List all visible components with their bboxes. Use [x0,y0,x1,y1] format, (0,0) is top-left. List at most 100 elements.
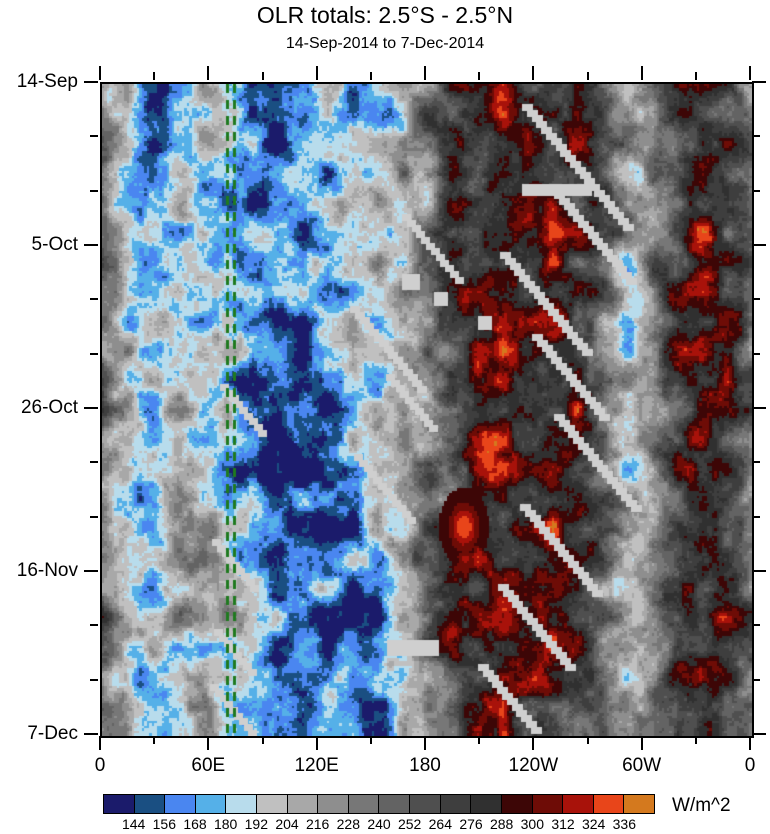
x-major-tick [640,66,643,80]
x-major-tick [207,66,210,80]
colorbar-swatch [532,795,564,813]
y-minor-tick [752,678,760,681]
y-major-tick [752,81,766,83]
colorbar-swatch [563,795,594,813]
y-minor-tick [90,352,98,355]
colorbar-swatch [226,795,258,813]
colorbar-swatch [104,795,135,813]
x-major-tick [424,736,426,750]
y-major-tick [84,733,98,735]
colorbar-tick-label: 216 [305,816,330,832]
x-major-tick [532,736,535,750]
x-minor-tick [261,736,264,744]
y-minor-tick [90,678,98,681]
colorbar-tick-label: 144 [121,816,146,832]
colorbar-swatch [440,795,472,813]
colorbar-tick-label: 336 [612,816,637,832]
y-minor-tick [90,461,98,464]
x-major-tick [424,66,426,80]
x-minor-tick [694,736,697,744]
colorbar-swatch [287,795,319,813]
colorbar-swatch [195,795,227,813]
y-axis-label: 26-Oct [20,397,78,418]
colorbar-tick-label: 228 [336,816,361,832]
x-minor-tick [694,72,697,80]
y-minor-tick [752,515,760,518]
colorbar-swatch [257,795,288,813]
page-subtitle: 14-Sep-2014 to 7-Dec-2014 [285,35,485,52]
y-major-tick [84,244,98,246]
colorbar-swatch [471,795,502,813]
y-minor-tick [752,135,760,138]
colorbar-tick-label: 168 [183,816,207,832]
colorbar-swatch [624,795,654,813]
y-minor-tick [752,189,760,192]
colorbar-tick-label: 288 [489,816,514,832]
y-minor-tick [90,298,98,301]
y-major-tick [752,570,766,572]
x-minor-tick [478,736,481,744]
x-minor-tick [369,736,372,744]
colorbar-tick-label: 240 [367,816,391,832]
x-minor-tick [586,72,589,80]
y-minor-tick [752,298,760,301]
page-title: OLR totals: 2.5°S - 2.5°N [256,2,514,28]
colorbar-swatch [348,795,380,813]
colorbar-tick-label: 204 [275,816,299,832]
colorbar-swatch [318,795,349,813]
y-axis-label: 5-Oct [31,234,78,255]
x-axis-label: 120E [294,755,339,776]
colorbar-tick-label: 264 [428,816,453,832]
colorbar-tick-label: 252 [397,816,422,832]
x-axis-label: 120W [508,755,559,776]
colorbar [103,794,655,814]
y-minor-tick [90,189,98,192]
x-major-tick [315,736,318,750]
colorbar-tick-label: 300 [520,816,545,832]
y-minor-tick [752,624,760,627]
y-minor-tick [90,515,98,518]
x-major-tick [532,66,535,80]
colorbar-swatch [134,795,166,813]
x-major-tick [99,66,101,80]
x-minor-tick [153,736,156,744]
colorbar-tick-label: 192 [244,816,269,832]
x-major-tick [749,736,751,750]
x-axis-label: 180 [409,755,441,776]
y-major-tick [84,407,98,409]
x-axis-label: 60E [191,755,226,776]
x-major-tick [749,66,751,80]
y-minor-tick [90,135,98,138]
y-axis-label: 7-Dec [27,723,78,744]
x-minor-tick [261,72,264,80]
x-major-tick [640,736,643,750]
olr-heatmap-canvas [102,84,752,736]
colorbar-tick-label: 180 [213,816,238,832]
plot-area [100,82,754,738]
y-major-tick [752,407,766,409]
y-minor-tick [90,624,98,627]
colorbar-swatch [593,795,625,813]
colorbar-swatch [501,795,533,813]
x-axis-label: 60W [622,755,662,776]
x-axis-label: 0 [94,755,106,776]
colorbar-swatch [379,795,411,813]
colorbar-swatch [410,795,441,813]
colorbar-swatch [165,795,196,813]
colorbar-tick-label: 324 [581,816,606,832]
y-major-tick [84,81,98,83]
y-minor-tick [752,352,760,355]
x-major-tick [207,736,210,750]
colorbar-tick-label: 156 [152,816,177,832]
x-minor-tick [478,72,481,80]
y-axis-label: 14-Sep [16,71,78,92]
y-major-tick [752,733,766,735]
colorbar-tick-label: 312 [551,816,575,832]
x-major-tick [315,66,318,80]
y-major-tick [84,570,98,572]
x-major-tick [99,736,101,750]
y-minor-tick [752,461,760,464]
x-minor-tick [153,72,156,80]
colorbar-units-label: W/m^2 [672,795,731,816]
